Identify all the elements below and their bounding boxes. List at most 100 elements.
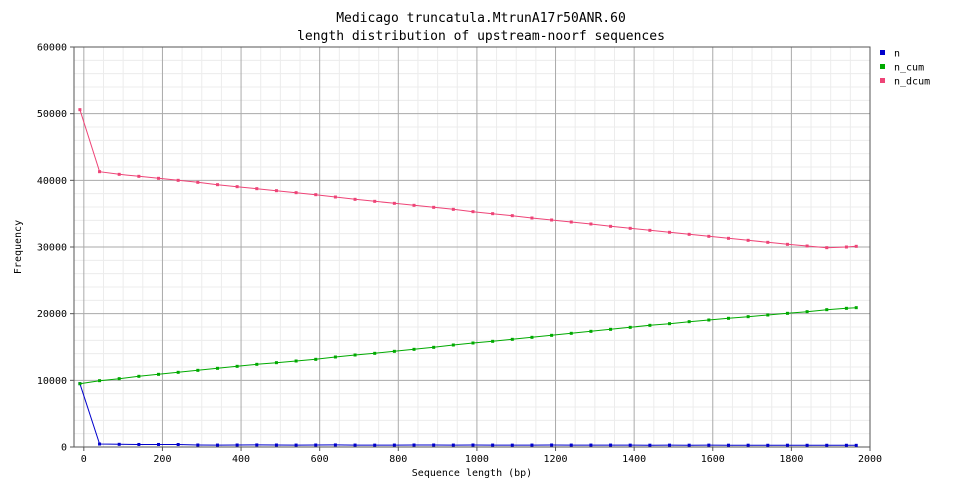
data-point-n_cum: [687, 320, 691, 324]
y-tick-label: 60000: [37, 43, 67, 54]
data-point-n_cum: [648, 323, 652, 327]
y-tick-label: 40000: [37, 176, 67, 187]
x-tick-label: 1400: [622, 454, 646, 465]
data-point-n_dcum: [137, 174, 141, 178]
data-point-n: [726, 443, 730, 447]
data-point-n: [628, 443, 632, 447]
data-point-n: [117, 442, 121, 446]
data-point-n_cum: [569, 331, 573, 335]
data-point-n_cum: [157, 372, 161, 376]
series-n_dcum: [78, 108, 858, 250]
data-point-n_dcum: [98, 170, 102, 174]
data-point-n_cum: [707, 318, 711, 322]
y-tick-label: 50000: [37, 109, 67, 120]
data-point-n_dcum: [550, 218, 554, 222]
data-point-n: [707, 443, 711, 447]
data-point-n_cum: [274, 361, 278, 365]
data-point-n_cum: [726, 316, 730, 320]
data-point-n_cum: [746, 315, 750, 319]
data-point-n_dcum: [235, 185, 239, 189]
y-axis-ticks: 0 10000 20000 30000 40000 50000 60000: [37, 43, 74, 454]
y-axis-label: Frequency: [13, 220, 24, 274]
data-point-n_dcum: [785, 242, 789, 246]
data-point-n: [392, 443, 396, 447]
legend-label-n: n: [894, 49, 900, 60]
x-tick-label: 1200: [543, 454, 567, 465]
data-point-n: [432, 443, 436, 447]
y-tick-label: 30000: [37, 243, 67, 254]
x-tick-label: 600: [311, 454, 329, 465]
data-point-n_cum: [854, 306, 858, 310]
data-point-n_cum: [550, 333, 554, 337]
data-point-n: [805, 443, 809, 447]
data-point-n_dcum: [707, 234, 711, 238]
data-point-n_cum: [825, 308, 829, 312]
data-point-n_dcum: [176, 178, 180, 182]
data-point-n_dcum: [491, 212, 495, 216]
x-tick-label: 800: [389, 454, 407, 465]
data-point-n: [412, 443, 416, 447]
data-point-n_cum: [589, 329, 593, 333]
data-point-n: [550, 443, 554, 447]
chart-title: Medicago truncatula.MtrunA17r50ANR.60: [336, 11, 626, 26]
data-point-n_dcum: [314, 193, 318, 197]
data-point-n: [215, 443, 219, 447]
data-point-n_cum: [451, 343, 455, 347]
data-point-n: [825, 443, 829, 447]
data-point-n: [648, 443, 652, 447]
data-point-n_dcum: [432, 205, 436, 209]
data-point-n_cum: [373, 351, 377, 355]
x-axis-label: Sequence length (bp): [412, 468, 532, 479]
data-point-n_dcum: [255, 187, 259, 191]
data-point-n_dcum: [628, 226, 632, 230]
data-point-n_dcum: [471, 210, 475, 214]
data-point-n_cum: [510, 337, 514, 341]
data-point-n_cum: [176, 370, 180, 374]
data-point-n_dcum: [333, 195, 337, 199]
data-point-n: [530, 443, 534, 447]
data-point-n_dcum: [746, 238, 750, 242]
data-point-n_dcum: [353, 197, 357, 201]
chart-subtitle: length distribution of upstream-noorf se…: [297, 29, 665, 44]
data-point-n_cum: [235, 364, 239, 368]
data-point-n_dcum: [196, 180, 200, 184]
data-point-n_cum: [609, 327, 613, 331]
data-point-n: [157, 442, 161, 446]
data-point-n_cum: [668, 322, 672, 326]
data-point-n_dcum: [844, 245, 848, 249]
data-point-n: [589, 443, 593, 447]
data-point-n: [314, 443, 318, 447]
data-point-n: [491, 443, 495, 447]
data-point-n_cum: [412, 347, 416, 351]
data-point-n_dcum: [687, 232, 691, 236]
x-tick-label: 0: [81, 454, 87, 465]
data-point-n_cum: [294, 359, 298, 363]
data-point-n: [746, 443, 750, 447]
data-point-n_dcum: [78, 108, 82, 112]
legend: n n_cum n_dcum: [880, 49, 930, 88]
data-point-n: [176, 443, 180, 447]
data-point-n_cum: [196, 368, 200, 372]
data-point-n_cum: [78, 382, 82, 386]
data-point-n_dcum: [294, 191, 298, 195]
data-point-n: [766, 443, 770, 447]
data-point-n: [294, 443, 298, 447]
data-point-n_dcum: [392, 201, 396, 205]
legend-marker-n_cum: [880, 64, 885, 69]
data-point-n_cum: [314, 357, 318, 361]
data-point-n_cum: [471, 341, 475, 345]
data-point-n_dcum: [668, 230, 672, 234]
legend-marker-n: [880, 50, 885, 55]
x-tick-label: 1600: [701, 454, 725, 465]
data-point-n: [569, 443, 573, 447]
data-point-n_dcum: [648, 228, 652, 232]
x-tick-label: 2000: [858, 454, 882, 465]
data-point-n_cum: [844, 306, 848, 310]
data-point-n_dcum: [825, 246, 829, 250]
data-point-n_dcum: [569, 220, 573, 224]
data-point-n: [844, 443, 848, 447]
data-point-n_dcum: [274, 189, 278, 193]
legend-label-n_dcum: n_dcum: [894, 77, 930, 88]
data-point-n: [137, 442, 141, 446]
